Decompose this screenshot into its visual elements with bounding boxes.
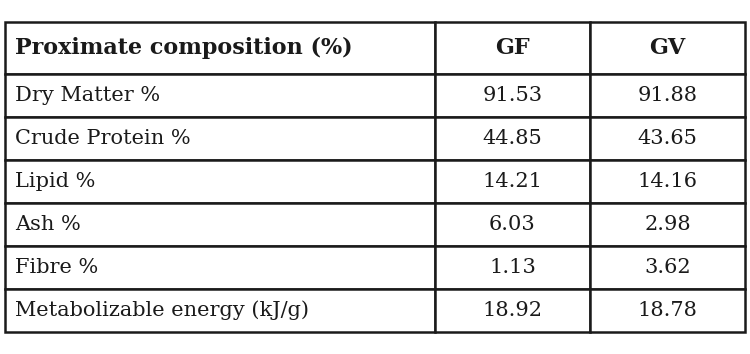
Bar	[5, 117, 435, 160]
Bar	[435, 289, 590, 332]
Text: Lipid %: Lipid %	[15, 172, 95, 191]
Text: 6.03: 6.03	[489, 215, 536, 234]
Text: 3.62: 3.62	[644, 258, 691, 277]
Bar	[590, 246, 745, 289]
Bar	[590, 22, 745, 74]
Text: 18.92: 18.92	[482, 301, 542, 320]
Bar	[590, 203, 745, 246]
Bar	[5, 246, 435, 289]
Bar	[435, 160, 590, 203]
Bar	[590, 289, 745, 332]
Text: 91.53: 91.53	[482, 86, 542, 105]
Bar	[5, 74, 435, 117]
Text: Proximate composition (%): Proximate composition (%)	[15, 37, 352, 59]
Text: 18.78: 18.78	[638, 301, 698, 320]
Text: Dry Matter %: Dry Matter %	[15, 86, 160, 105]
Bar	[5, 160, 435, 203]
Bar	[590, 74, 745, 117]
Text: Ash %: Ash %	[15, 215, 81, 234]
Bar	[435, 22, 590, 74]
Text: 2.98: 2.98	[644, 215, 691, 234]
Bar	[5, 22, 435, 74]
Bar	[435, 203, 590, 246]
Bar	[5, 289, 435, 332]
Bar	[435, 246, 590, 289]
Text: GV: GV	[650, 37, 686, 59]
Bar	[435, 117, 590, 160]
Text: 14.16: 14.16	[638, 172, 698, 191]
Text: Metabolizable energy (kJ/g): Metabolizable energy (kJ/g)	[15, 301, 309, 320]
Text: Crude Protein %: Crude Protein %	[15, 129, 190, 148]
Bar	[590, 160, 745, 203]
Text: 1.13: 1.13	[489, 258, 536, 277]
Text: 91.88: 91.88	[638, 86, 698, 105]
Text: 14.21: 14.21	[482, 172, 542, 191]
Bar	[5, 203, 435, 246]
Bar	[590, 117, 745, 160]
Text: Fibre %: Fibre %	[15, 258, 98, 277]
Text: 43.65: 43.65	[638, 129, 698, 148]
Text: 44.85: 44.85	[483, 129, 542, 148]
Text: GF: GF	[495, 37, 530, 59]
Bar	[435, 74, 590, 117]
